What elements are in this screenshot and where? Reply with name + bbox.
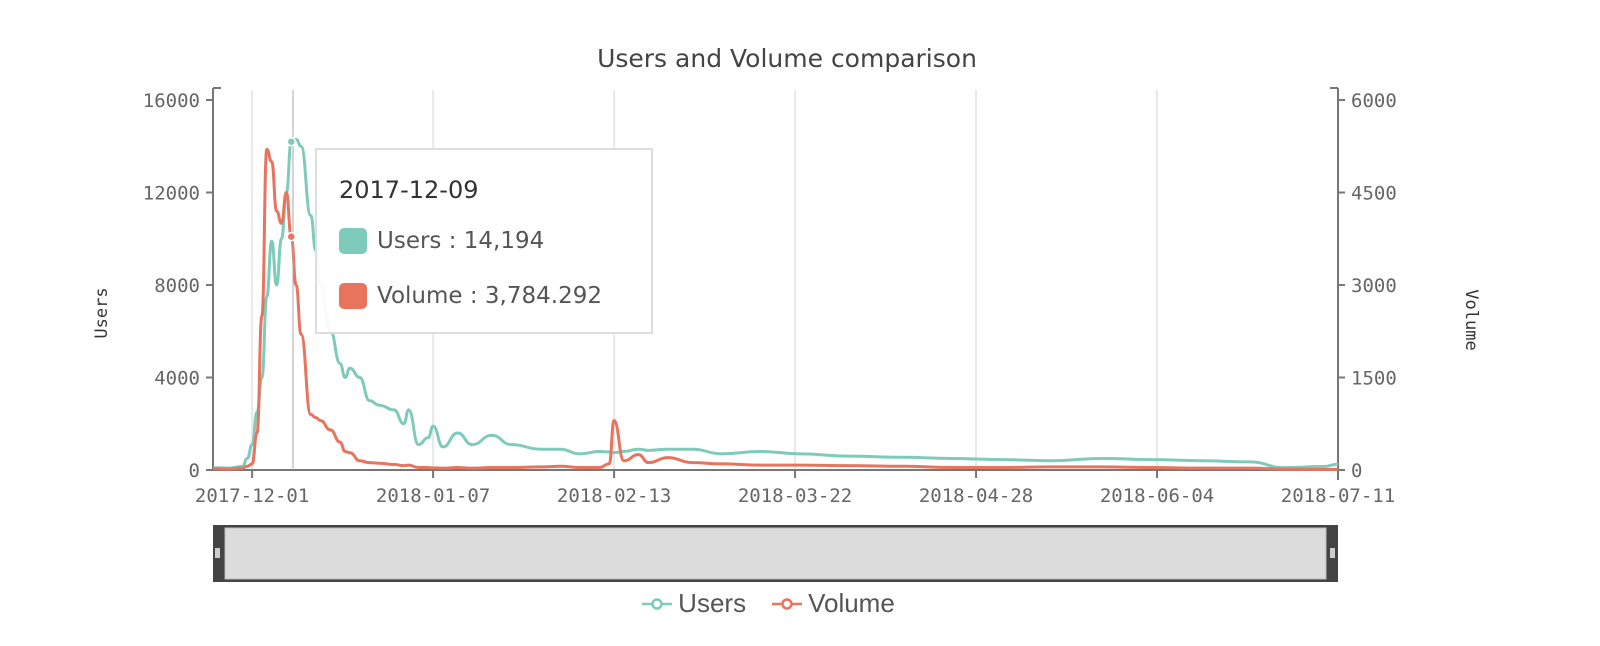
x-tick-label: 2018-06-04: [1100, 485, 1214, 507]
data-zoom-slider[interactable]: [213, 525, 1338, 582]
slider-handle-left[interactable]: [215, 548, 220, 558]
legend: Users Volume: [0, 588, 1535, 619]
y-right-tick-label: 6000: [1351, 90, 1397, 112]
volume-legend-icon: [772, 597, 803, 610]
x-tick-label: 2018-01-07: [376, 485, 490, 507]
legend-label-users: Users: [678, 588, 747, 618]
tooltip-users-row: Users : 14,194: [339, 228, 544, 254]
hover-marker-users: [286, 137, 297, 147]
slider-handle-right[interactable]: [1330, 548, 1335, 558]
axes: 2017-12-01 2018-01-07 2018-02-13 2018-03-22…: [143, 87, 1397, 507]
chart-title: Users and Volume comparison: [597, 44, 977, 73]
y-right-tick-label: 4500: [1351, 183, 1397, 205]
hover-marker-volume: [286, 231, 297, 242]
y-left-tick-label: 12000: [143, 183, 200, 205]
users-swatch-icon: [339, 228, 367, 254]
y-axis-right-title: Volume: [1461, 289, 1481, 350]
volume-swatch-icon: [339, 283, 367, 309]
tooltip-volume-row: Volume : 3,784.292: [339, 283, 602, 309]
legend-item-users[interactable]: Users: [640, 588, 746, 619]
y-left-tick-label: 0: [189, 460, 200, 482]
tooltip-date: 2017-12-09: [339, 176, 479, 204]
users-legend-icon: [642, 597, 673, 610]
hover-markers: [286, 137, 297, 242]
slider-selection[interactable]: [224, 527, 1327, 580]
x-tick-label: 2017-12-01: [195, 485, 309, 507]
y-right-tick-label: 0: [1351, 460, 1362, 482]
x-tick-label: 2018-02-13: [557, 485, 671, 507]
x-tick-label: 2018-03-22: [738, 485, 852, 507]
series-lines: [212, 137, 1339, 471]
y-axis-left-title: Users: [92, 287, 112, 338]
series-line-users: [212, 137, 1339, 470]
tooltip-users-value: Users : 14,194: [377, 228, 545, 254]
legend-label-volume: Volume: [808, 588, 895, 618]
y-left-tick-label: 8000: [154, 275, 200, 297]
y-left-tick-label: 4000: [154, 368, 200, 390]
tooltip: 2017-12-09 Users : 14,194 Volume : 3,784…: [315, 148, 653, 334]
x-tick-label: 2018-04-28: [919, 485, 1033, 507]
legend-item-volume[interactable]: Volume: [770, 588, 895, 619]
x-tick-label: 2018-07-11: [1281, 485, 1395, 507]
tooltip-volume-value: Volume : 3,784.292: [377, 283, 602, 309]
y-right-tick-label: 3000: [1351, 275, 1397, 297]
y-left-tick-label: 16000: [143, 90, 200, 112]
y-right-tick-label: 1500: [1351, 368, 1397, 390]
series-line-volume: [212, 147, 1338, 471]
